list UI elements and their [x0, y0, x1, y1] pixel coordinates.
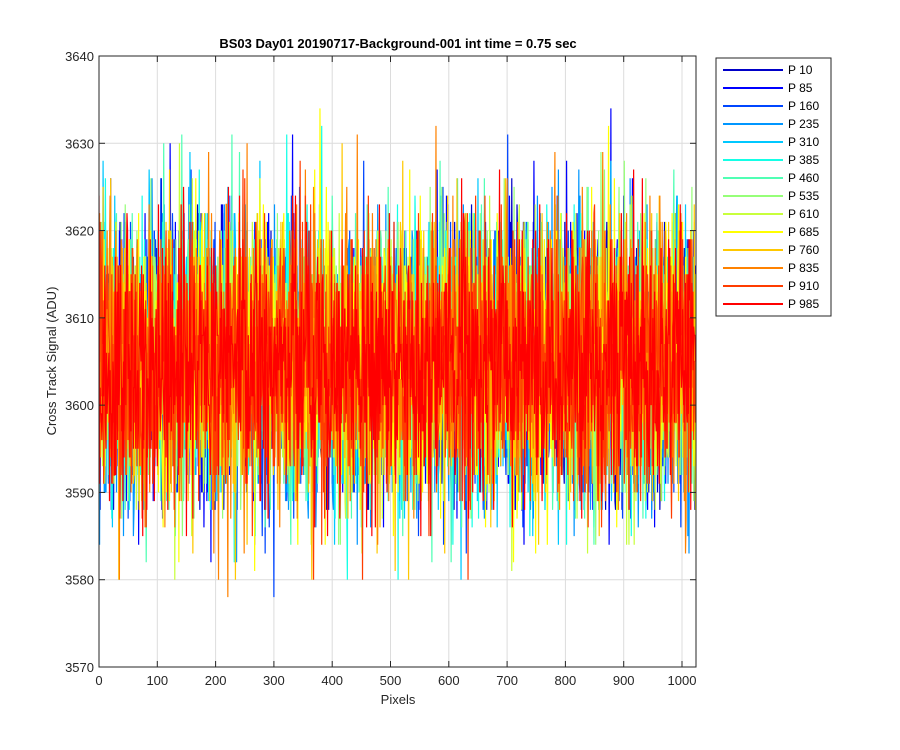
x-tick-label: 400: [321, 673, 343, 688]
y-tick-label: 3610: [65, 311, 94, 326]
x-tick-label: 200: [205, 673, 227, 688]
x-tick-label: 900: [613, 673, 635, 688]
x-tick-label: 0: [95, 673, 102, 688]
y-tick-label: 3630: [65, 136, 94, 151]
x-tick-label: 100: [146, 673, 168, 688]
legend-label-p235: P 235: [788, 117, 819, 131]
y-tick-label: 3620: [65, 224, 94, 239]
chart-title: BS03 Day01 20190717-Background-001 int t…: [219, 36, 576, 51]
legend-label-p535: P 535: [788, 189, 819, 203]
y-tick-label: 3590: [65, 485, 94, 500]
data-series-group: [99, 108, 696, 598]
y-tick-label: 3580: [65, 573, 94, 588]
x-tick-label: 500: [380, 673, 402, 688]
x-axis-title: Pixels: [381, 692, 416, 707]
legend-box: [715, 57, 832, 317]
legend-label-p85: P 85: [788, 81, 813, 95]
legend-label-p10: P 10: [788, 63, 813, 77]
legend-label-p985: P 985: [788, 297, 819, 311]
axis-ticks: 0 100 200 300 400 500 600 700 800 900 1000 3570 3580…: [65, 49, 696, 688]
y-tick-label: 3600: [65, 398, 94, 413]
legend-label-p460: P 460: [788, 171, 819, 185]
y-tick-label: 3570: [65, 660, 94, 675]
x-tick-label: 600: [438, 673, 460, 688]
x-tick-label: 800: [555, 673, 577, 688]
legend-label-p310: P 310: [788, 135, 819, 149]
legend: P 10 P 85 P 160 P 235 P 310 P 385 P 460 P 535 P …: [715, 57, 832, 317]
series-line-p910: [99, 160, 696, 580]
plot-frame: [98, 55, 697, 668]
y-axis-title: Cross Track Signal (ADU): [44, 287, 59, 436]
legend-label-p760: P 760: [788, 243, 819, 257]
series-line-p985: [99, 169, 696, 537]
legend-label-p160: P 160: [788, 99, 819, 113]
legend-label-p610: P 610: [788, 207, 819, 221]
x-tick-label: 700: [496, 673, 518, 688]
x-tick-label: 1000: [668, 673, 697, 688]
y-tick-label: 3640: [65, 49, 94, 64]
x-tick-label: 300: [263, 673, 285, 688]
legend-label-p685: P 685: [788, 225, 819, 239]
legend-label-p835: P 835: [788, 261, 819, 275]
legend-label-p910: P 910: [788, 279, 819, 293]
legend-label-p385: P 385: [788, 153, 819, 167]
